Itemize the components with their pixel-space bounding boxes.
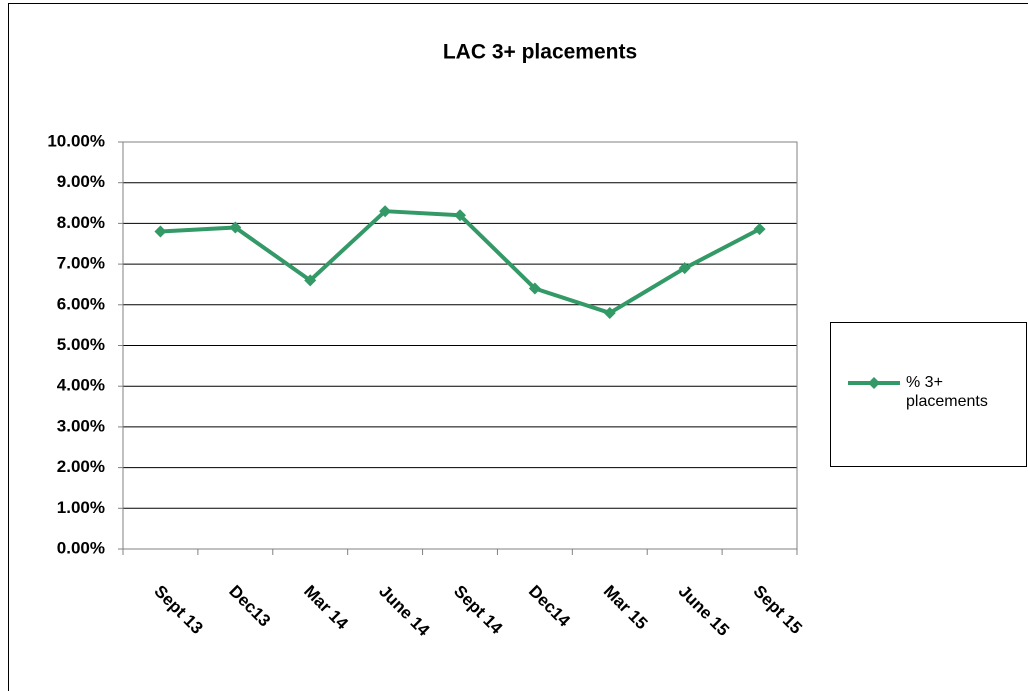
point-marker xyxy=(229,221,242,234)
y-tick-label: 8.00% xyxy=(57,213,105,232)
y-tick-label: 10.00% xyxy=(47,131,105,150)
point-marker xyxy=(753,223,766,236)
legend-label: % 3+ placements xyxy=(906,374,988,410)
point-marker xyxy=(528,282,541,295)
point-marker xyxy=(678,262,691,275)
y-tick-label: 1.00% xyxy=(57,498,105,517)
plot-border xyxy=(122,141,798,550)
y-tick-label: 2.00% xyxy=(57,457,105,476)
y-tick-label: 6.00% xyxy=(57,294,105,313)
point-marker xyxy=(154,225,167,238)
legend-marker xyxy=(868,377,880,389)
point-marker xyxy=(379,205,392,218)
point-marker xyxy=(304,274,317,287)
point-marker xyxy=(603,306,616,319)
point-marker xyxy=(454,209,466,222)
y-tick-label: 5.00% xyxy=(57,335,105,354)
y-tick-label: 0.00% xyxy=(57,538,105,557)
y-tick-label: 9.00% xyxy=(57,172,105,191)
y-tick-label: 3.00% xyxy=(57,416,105,435)
legend-box xyxy=(830,322,1027,467)
y-tick-label: 7.00% xyxy=(57,254,105,273)
chart-title: LAC 3+ placements xyxy=(443,41,637,64)
y-tick-label: 4.00% xyxy=(57,376,105,395)
